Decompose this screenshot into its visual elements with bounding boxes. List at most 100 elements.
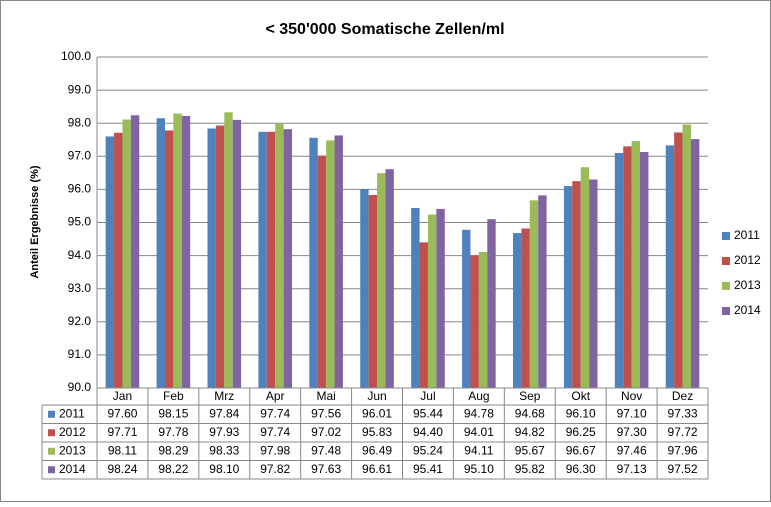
bar [232,119,242,388]
legend-key [722,257,730,265]
table-cell: 97.71 [107,425,137,439]
bar [164,130,174,388]
table-cell: 96.25 [566,425,596,439]
x-tick-label: Aug [468,389,489,403]
bar [512,233,522,388]
table-row-header: 2011 [59,406,85,420]
legend-key [722,282,730,290]
bar [470,255,479,388]
table-cell: 95.44 [413,406,443,420]
x-tick-label: Jun [367,389,386,403]
bar [326,140,335,388]
bar [521,228,530,388]
table-legend-key [48,429,55,437]
bar [427,214,437,388]
bar [258,131,267,388]
table-cell: 97.60 [107,406,137,420]
table-cell: 97.48 [311,443,341,457]
bar [368,195,378,388]
x-tick-label: Jan [113,389,132,403]
table-cell: 97.84 [209,406,239,420]
x-tick-label: Nov [621,389,642,403]
bar [682,124,691,389]
table-cell: 95.82 [515,462,545,476]
legend-label: 2014 [734,303,761,317]
bar [580,167,590,388]
bar [173,113,182,388]
bar [674,132,683,388]
table-legend-key [48,466,55,474]
x-tick-label: Feb [163,389,184,403]
table-cell: 98.15 [158,406,188,420]
table-cell: 98.10 [209,462,239,476]
y-tick-label: 100.0 [61,49,91,63]
table-cell: 97.82 [260,462,290,476]
table-row-header: 2012 [59,425,86,439]
x-tick-label: Mrz [214,389,234,403]
table-cell: 96.61 [362,462,392,476]
table-cell: 96.30 [566,462,596,476]
bar [122,119,131,389]
bar [283,129,293,388]
table-cell: 97.74 [260,406,290,420]
bar [529,200,539,388]
table-cell: 97.33 [668,406,698,420]
table-cell: 95.83 [362,425,392,439]
table-cell: 95.10 [464,462,494,476]
bar [411,207,420,388]
bar [436,208,445,388]
table-cell: 98.22 [158,462,188,476]
table-cell: 97.52 [668,462,698,476]
bar [377,173,386,388]
table-cell: 98.33 [209,443,239,457]
table-cell: 98.24 [107,462,137,476]
y-tick-label: 90.0 [68,380,92,394]
bar [181,115,191,388]
table-cell: 94.82 [515,425,545,439]
bar [207,128,216,388]
table-cell: 97.93 [209,425,239,439]
table-cell: 97.63 [311,462,341,476]
bar [419,242,428,388]
y-tick-label: 91.0 [68,347,92,361]
bar [224,112,233,388]
bar [334,135,343,388]
x-tick-label: Okt [571,389,590,403]
bar [275,123,284,388]
table-cell: 97.13 [617,462,647,476]
table-cell: 98.11 [108,443,137,457]
table-cell: 94.78 [464,406,494,420]
bar [385,169,394,388]
table-cell: 94.68 [515,406,545,420]
bar [487,219,496,388]
y-tick-label: 95.0 [68,215,92,229]
table-cell: 97.72 [668,425,698,439]
table-legend-key [48,410,55,418]
table-cell: 94.11 [464,443,493,457]
x-tick-label: Dez [672,389,693,403]
bar [640,151,649,388]
y-tick-label: 94.0 [68,248,92,262]
bar [156,118,165,389]
legend-key [722,232,730,240]
table-cell: 94.40 [413,425,443,439]
table-cell: 97.56 [311,406,341,420]
table-cell: 97.46 [617,443,647,457]
bar [690,139,700,388]
table-cell: 97.74 [260,425,290,439]
bar [105,136,115,388]
table-cell: 96.10 [566,406,596,420]
table-row-header: 2014 [59,462,86,476]
table-cell: 97.96 [668,443,698,457]
bar [614,152,624,388]
x-tick-label: Jul [420,389,435,403]
table-legend-key [48,447,55,455]
table-cell: 96.67 [566,443,596,457]
bar [572,181,581,388]
legend-label: 2012 [734,253,761,267]
bar [623,146,632,388]
bar [114,132,123,388]
y-tick-label: 92.0 [68,314,92,328]
chart-title: < 350'000 Somatische Zellen/ml [265,21,504,38]
